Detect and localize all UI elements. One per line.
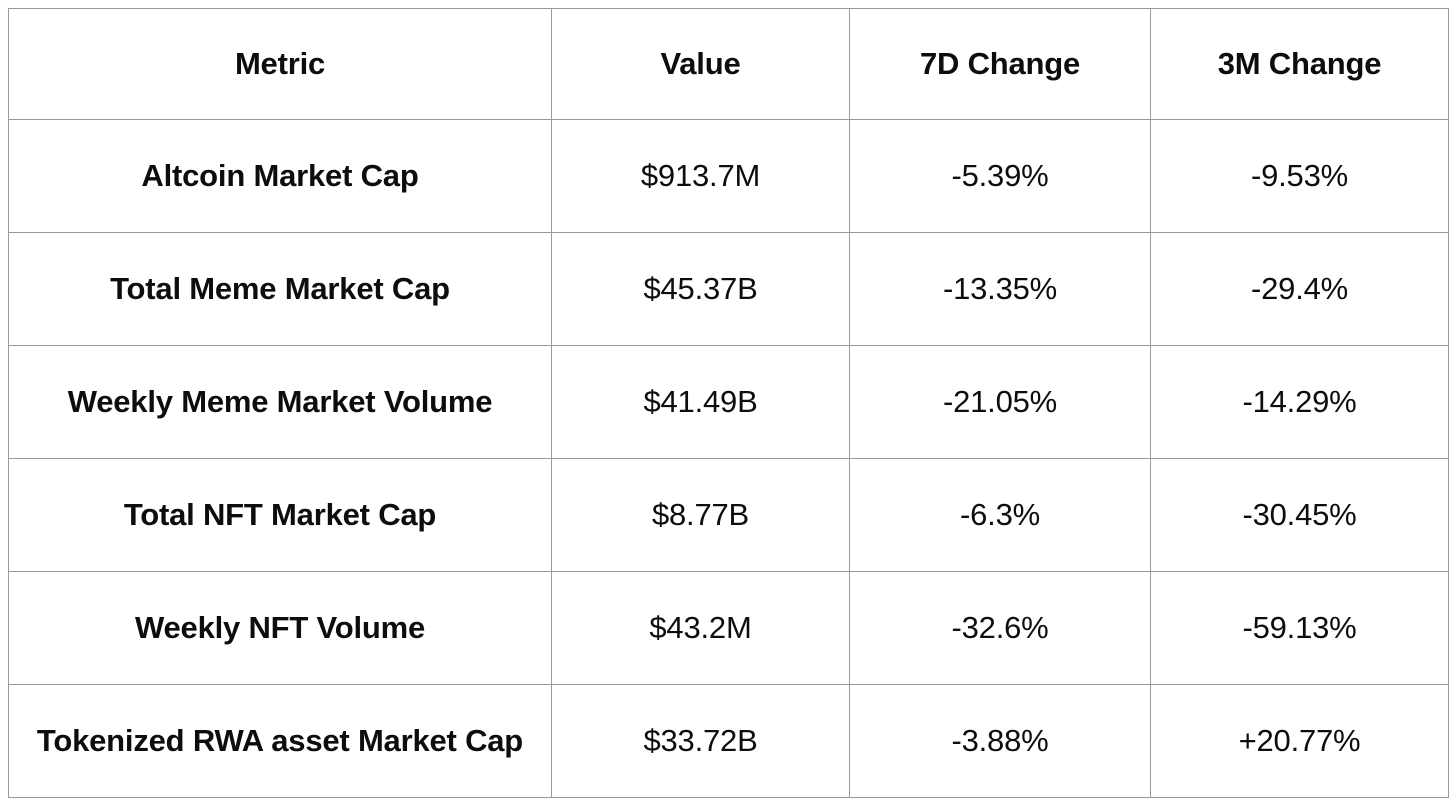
- column-header-7d-change: 7D Change: [849, 8, 1151, 120]
- cell-metric: Weekly Meme Market Volume: [8, 345, 552, 459]
- column-header-3m-change: 3M Change: [1150, 8, 1449, 120]
- metrics-table: Metric Value 7D Change 3M Change Altcoin…: [8, 8, 1449, 798]
- cell-value: $45.37B: [551, 232, 850, 346]
- cell-7d-change: -32.6%: [849, 571, 1151, 685]
- table-row: Tokenized RWA asset Market Cap $33.72B -…: [8, 684, 1449, 798]
- cell-3m-change: -29.4%: [1150, 232, 1449, 346]
- cell-7d-change: -3.88%: [849, 684, 1151, 798]
- cell-value: $33.72B: [551, 684, 850, 798]
- cell-7d-change: -6.3%: [849, 458, 1151, 572]
- cell-value: $41.49B: [551, 345, 850, 459]
- table-row: Weekly Meme Market Volume $41.49B -21.05…: [8, 345, 1449, 459]
- column-header-metric: Metric: [8, 8, 552, 120]
- cell-value: $8.77B: [551, 458, 850, 572]
- table-row: Total Meme Market Cap $45.37B -13.35% -2…: [8, 232, 1449, 346]
- cell-metric: Tokenized RWA asset Market Cap: [8, 684, 552, 798]
- cell-metric: Altcoin Market Cap: [8, 119, 552, 233]
- cell-3m-change: -59.13%: [1150, 571, 1449, 685]
- cell-metric: Total Meme Market Cap: [8, 232, 552, 346]
- cell-7d-change: -13.35%: [849, 232, 1151, 346]
- cell-3m-change: -30.45%: [1150, 458, 1449, 572]
- cell-7d-change: -21.05%: [849, 345, 1151, 459]
- column-header-value: Value: [551, 8, 850, 120]
- cell-3m-change: +20.77%: [1150, 684, 1449, 798]
- table-row: Weekly NFT Volume $43.2M -32.6% -59.13%: [8, 571, 1449, 685]
- cell-value: $43.2M: [551, 571, 850, 685]
- cell-3m-change: -14.29%: [1150, 345, 1449, 459]
- table-row: Total NFT Market Cap $8.77B -6.3% -30.45…: [8, 458, 1449, 572]
- cell-3m-change: -9.53%: [1150, 119, 1449, 233]
- cell-metric: Total NFT Market Cap: [8, 458, 552, 572]
- cell-value: $913.7M: [551, 119, 850, 233]
- header-row: Metric Value 7D Change 3M Change: [8, 8, 1449, 120]
- cell-metric: Weekly NFT Volume: [8, 571, 552, 685]
- cell-7d-change: -5.39%: [849, 119, 1151, 233]
- table-row: Altcoin Market Cap $913.7M -5.39% -9.53%: [8, 119, 1449, 233]
